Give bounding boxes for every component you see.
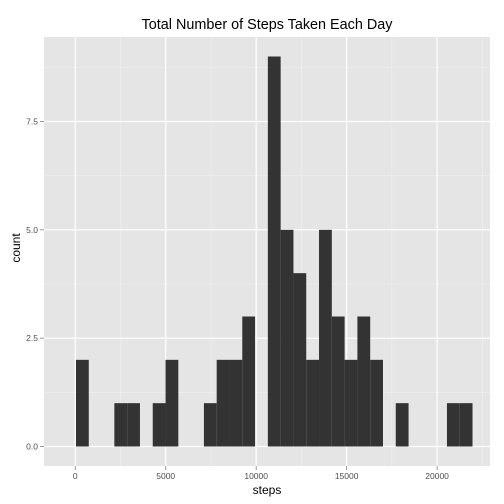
y-tick-label: 5.0: [26, 225, 38, 235]
x-axis-title: steps: [253, 483, 282, 497]
histogram-bar: [203, 403, 217, 447]
histogram-bar: [459, 403, 473, 447]
y-tick-label: 2.5: [26, 333, 38, 343]
histogram-bar: [216, 359, 230, 447]
histogram-bar: [127, 403, 140, 447]
histogram-bar: [357, 316, 371, 447]
chart-title: Total Number of Steps Taken Each Day: [142, 17, 394, 33]
histogram-bar: [152, 403, 166, 447]
histogram-bar: [229, 359, 243, 447]
plot-panel: [44, 37, 490, 466]
histogram-bar: [446, 403, 460, 447]
x-tick-label: 20000: [425, 471, 449, 481]
y-axis-title: count: [9, 233, 23, 263]
histogram-bar: [267, 56, 281, 447]
y-tick-label: 7.5: [26, 117, 38, 127]
histogram-bar: [293, 273, 307, 447]
histogram-bar: [306, 359, 320, 447]
histogram-bar: [280, 229, 294, 447]
x-tick-label: 15000: [335, 471, 359, 481]
histogram-bar: [114, 403, 128, 447]
histogram-bar: [75, 359, 89, 447]
histogram-bar: [395, 403, 409, 447]
histogram-bar: [370, 359, 383, 447]
histogram-bar: [165, 359, 179, 447]
y-tick-label: 0.0: [26, 442, 38, 452]
histogram-bar: [242, 316, 256, 447]
histogram-bar: [331, 316, 345, 447]
x-tick-label: 10000: [244, 471, 268, 481]
x-tick-label: 5000: [156, 471, 175, 481]
histogram-bar: [319, 229, 332, 447]
histogram-bar: [344, 359, 358, 447]
x-tick-label: 0: [73, 471, 78, 481]
